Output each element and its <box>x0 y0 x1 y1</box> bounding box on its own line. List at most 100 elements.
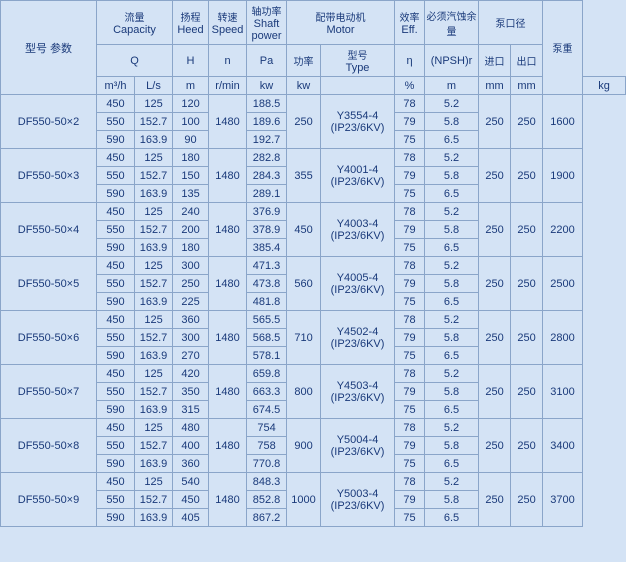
unit-m3h: m³/h <box>97 77 135 95</box>
cell-head: 350 <box>173 383 209 401</box>
cell-pkw: 355 <box>287 149 321 203</box>
cell-npsh: 5.8 <box>425 113 479 131</box>
cell-m3h: 590 <box>97 509 135 527</box>
cell-npsh: 6.5 <box>425 293 479 311</box>
cell-wt: 1900 <box>543 149 583 203</box>
cell-shaft: 189.6 <box>247 113 287 131</box>
cell-eff: 79 <box>395 167 425 185</box>
cell-shaft: 674.5 <box>247 401 287 419</box>
table-row: DF550-50×54501253001480471.3560Y4005-4(I… <box>1 257 626 275</box>
cell-pkw: 710 <box>287 311 321 365</box>
cell-shaft: 385.4 <box>247 239 287 257</box>
cell-motor: Y5003-4(IP23/6KV) <box>321 473 395 527</box>
cell-m3h: 550 <box>97 437 135 455</box>
cell-shaft: 481.8 <box>247 293 287 311</box>
cell-shaft: 565.5 <box>247 311 287 329</box>
hdr-eta: η <box>395 45 425 77</box>
cell-npsh: 5.8 <box>425 329 479 347</box>
table-row: DF550-50×24501251201480188.5250Y3554-4(I… <box>1 95 626 113</box>
cell-shaft: 578.1 <box>247 347 287 365</box>
cell-head: 400 <box>173 437 209 455</box>
cell-head: 405 <box>173 509 209 527</box>
cell-npsh: 5.8 <box>425 437 479 455</box>
cell-out: 250 <box>511 365 543 419</box>
cell-ls: 152.7 <box>135 491 173 509</box>
cell-model: DF550-50×4 <box>1 203 97 257</box>
cell-eff: 79 <box>395 437 425 455</box>
cell-eff: 78 <box>395 419 425 437</box>
cell-motor: Y5004-4(IP23/6KV) <box>321 419 395 473</box>
cell-npsh: 6.5 <box>425 131 479 149</box>
cell-head: 250 <box>173 275 209 293</box>
unit-mm2: mm <box>511 77 543 95</box>
cell-wt: 3700 <box>543 473 583 527</box>
cell-ls: 152.7 <box>135 383 173 401</box>
unit-kg: kg <box>583 77 626 95</box>
cell-ls: 163.9 <box>135 347 173 365</box>
hdr-npsh: 必须汽蚀余量 <box>425 1 479 45</box>
cell-speed: 1480 <box>209 95 247 149</box>
cell-head: 270 <box>173 347 209 365</box>
cell-m3h: 450 <box>97 95 135 113</box>
hdr-npshr: (NPSH)r <box>425 45 479 77</box>
hdr-model: 型号 参数 <box>1 1 97 95</box>
cell-motor: Y4503-4(IP23/6KV) <box>321 365 395 419</box>
cell-eff: 78 <box>395 473 425 491</box>
cell-npsh: 6.5 <box>425 185 479 203</box>
table-row: DF550-50×84501254801480754900Y5004-4(IP2… <box>1 419 626 437</box>
cell-ls: 125 <box>135 365 173 383</box>
cell-ls: 152.7 <box>135 221 173 239</box>
cell-eff: 78 <box>395 203 425 221</box>
cell-pkw: 1000 <box>287 473 321 527</box>
cell-ls: 152.7 <box>135 113 173 131</box>
cell-speed: 1480 <box>209 473 247 527</box>
cell-npsh: 5.2 <box>425 149 479 167</box>
cell-ls: 152.7 <box>135 167 173 185</box>
cell-ls: 163.9 <box>135 293 173 311</box>
cell-npsh: 6.5 <box>425 347 479 365</box>
cell-speed: 1480 <box>209 257 247 311</box>
cell-motor: Y4005-4(IP23/6KV) <box>321 257 395 311</box>
cell-shaft: 289.1 <box>247 185 287 203</box>
cell-m3h: 550 <box>97 491 135 509</box>
cell-ls: 152.7 <box>135 275 173 293</box>
unit-mm1: mm <box>479 77 511 95</box>
hdr-dia: 泵口径 <box>479 1 543 45</box>
cell-eff: 78 <box>395 149 425 167</box>
cell-wt: 2500 <box>543 257 583 311</box>
cell-shaft: 192.7 <box>247 131 287 149</box>
cell-shaft: 848.3 <box>247 473 287 491</box>
cell-head: 420 <box>173 365 209 383</box>
hdr-shaft: 轴功率Shaft power <box>247 1 287 45</box>
cell-m3h: 450 <box>97 203 135 221</box>
cell-pkw: 900 <box>287 419 321 473</box>
unit-kw2: kw <box>287 77 321 95</box>
hdr-in: 进口 <box>479 45 511 77</box>
cell-wt: 2200 <box>543 203 583 257</box>
hdr-mtype: 型号Type <box>321 45 395 77</box>
cell-npsh: 6.5 <box>425 509 479 527</box>
cell-shaft: 568.5 <box>247 329 287 347</box>
cell-shaft: 284.3 <box>247 167 287 185</box>
table-row: DF550-50×94501255401480848.31000Y5003-4(… <box>1 473 626 491</box>
cell-eff: 79 <box>395 221 425 239</box>
unit-ls: L/s <box>135 77 173 95</box>
cell-in: 250 <box>479 149 511 203</box>
unit-rmin: r/min <box>209 77 247 95</box>
cell-model: DF550-50×7 <box>1 365 97 419</box>
unit-npsh-m: m <box>425 77 479 95</box>
cell-npsh: 5.8 <box>425 491 479 509</box>
cell-npsh: 6.5 <box>425 455 479 473</box>
cell-shaft: 867.2 <box>247 509 287 527</box>
cell-shaft: 376.9 <box>247 203 287 221</box>
cell-out: 250 <box>511 95 543 149</box>
cell-m3h: 590 <box>97 455 135 473</box>
cell-m3h: 590 <box>97 185 135 203</box>
cell-wt: 3400 <box>543 419 583 473</box>
cell-head: 360 <box>173 311 209 329</box>
cell-shaft: 378.9 <box>247 221 287 239</box>
cell-wt: 1600 <box>543 95 583 149</box>
cell-shaft: 473.8 <box>247 275 287 293</box>
cell-eff: 75 <box>395 455 425 473</box>
cell-eff: 75 <box>395 293 425 311</box>
